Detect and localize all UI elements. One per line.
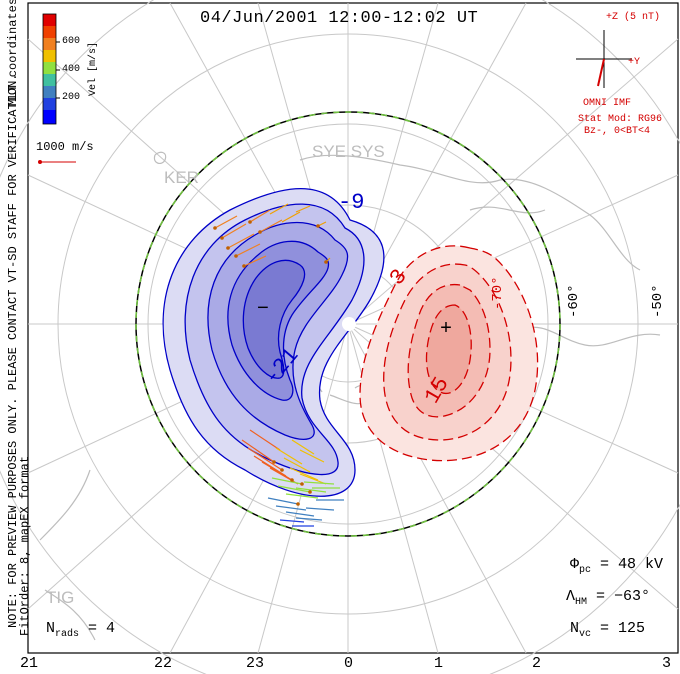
hm-boundary-dash <box>135 111 561 537</box>
mlt-label-21: 21 <box>20 655 39 672</box>
phi-pc-stat: Φpc = 48 kV <box>570 556 664 576</box>
fit-order-note: FitOrder: 8, mapEX format <box>18 455 32 636</box>
imf-y-label: +Y <box>628 57 641 68</box>
lat-label-50: -50° <box>650 284 666 318</box>
lat-label-60: -60° <box>566 284 582 318</box>
vector-origins <box>213 220 328 506</box>
lat-label-70: -70° <box>490 276 506 310</box>
mlt-label-0: 0 <box>344 655 354 672</box>
colorbar <box>42 13 60 125</box>
imf-condition: Bz-, 0<BT<4 <box>584 126 651 137</box>
station-tig: TIG <box>46 588 75 607</box>
nvc-stat: Nvc = 125 <box>570 620 646 640</box>
potential-min-mark: − <box>257 298 270 321</box>
imf-model: Stat Mod: RG96 <box>578 114 663 125</box>
mlt-label-23: 23 <box>246 655 265 672</box>
pole-marker <box>342 317 356 331</box>
colorbar-tick-400: 400 <box>62 64 81 75</box>
nrads-stat: Nrads = 4 <box>46 620 116 640</box>
mlt-label-2: 2 <box>532 655 542 672</box>
imf-dial <box>576 30 632 88</box>
positive-potential-cell <box>359 245 539 462</box>
mlt-label-1: 1 <box>434 655 444 672</box>
colorbar-tick-600: 600 <box>62 36 81 47</box>
potential-max-mark: + <box>440 318 453 341</box>
station-sye-sys: SYE SYS <box>312 142 385 161</box>
contour-label-neg-outer: -9 <box>338 190 365 215</box>
colorbar-tick-200: 200 <box>62 92 81 103</box>
velocity-vectors <box>214 203 344 527</box>
mlt-label-3: 3 <box>662 655 672 672</box>
imf-source: OMNI IMF <box>583 98 632 109</box>
lambda-hm-stat: ΛHM = −63° <box>566 588 651 608</box>
map-title: 04/Jun/2001 12:00-12:02 UT <box>200 9 479 28</box>
colorbar-label: Vel [m/s] <box>88 41 99 96</box>
scale-label: 1000 m/s <box>36 140 94 154</box>
mlt-label-22: 22 <box>154 655 173 672</box>
station-ker: KER <box>164 168 199 187</box>
plot-frame <box>27 2 679 654</box>
negative-potential-cell <box>162 187 385 497</box>
scale-vector <box>38 160 76 164</box>
imf-z-label: +Z (5 nT) <box>606 12 661 23</box>
